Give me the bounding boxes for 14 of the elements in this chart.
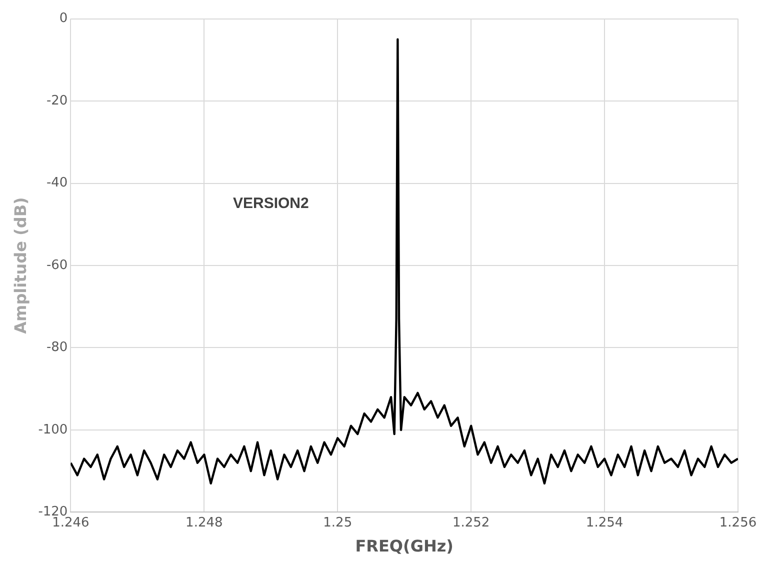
y-tick-label: -80 — [46, 340, 68, 356]
annotation: VERSION2 — [232, 194, 309, 212]
y-tick-label: -40 — [46, 176, 68, 191]
y-tick-label: 0 — [59, 11, 68, 26]
y-tick-label: -20 — [46, 93, 68, 108]
x-tick-label: 1.254 — [586, 515, 624, 530]
x-tick-label: 1.256 — [719, 515, 757, 530]
x-tick-label: 1.252 — [452, 515, 490, 530]
x-tick-label: 1.248 — [186, 515, 223, 530]
x-axis-title: FREQ(GHz) — [355, 536, 454, 556]
y-axis-title: Amplitude (dB) — [10, 197, 30, 334]
x-tick-label: 1.25 — [323, 515, 352, 530]
y-tick-label: -100 — [38, 422, 68, 438]
y-tick-label: -60 — [46, 258, 68, 273]
